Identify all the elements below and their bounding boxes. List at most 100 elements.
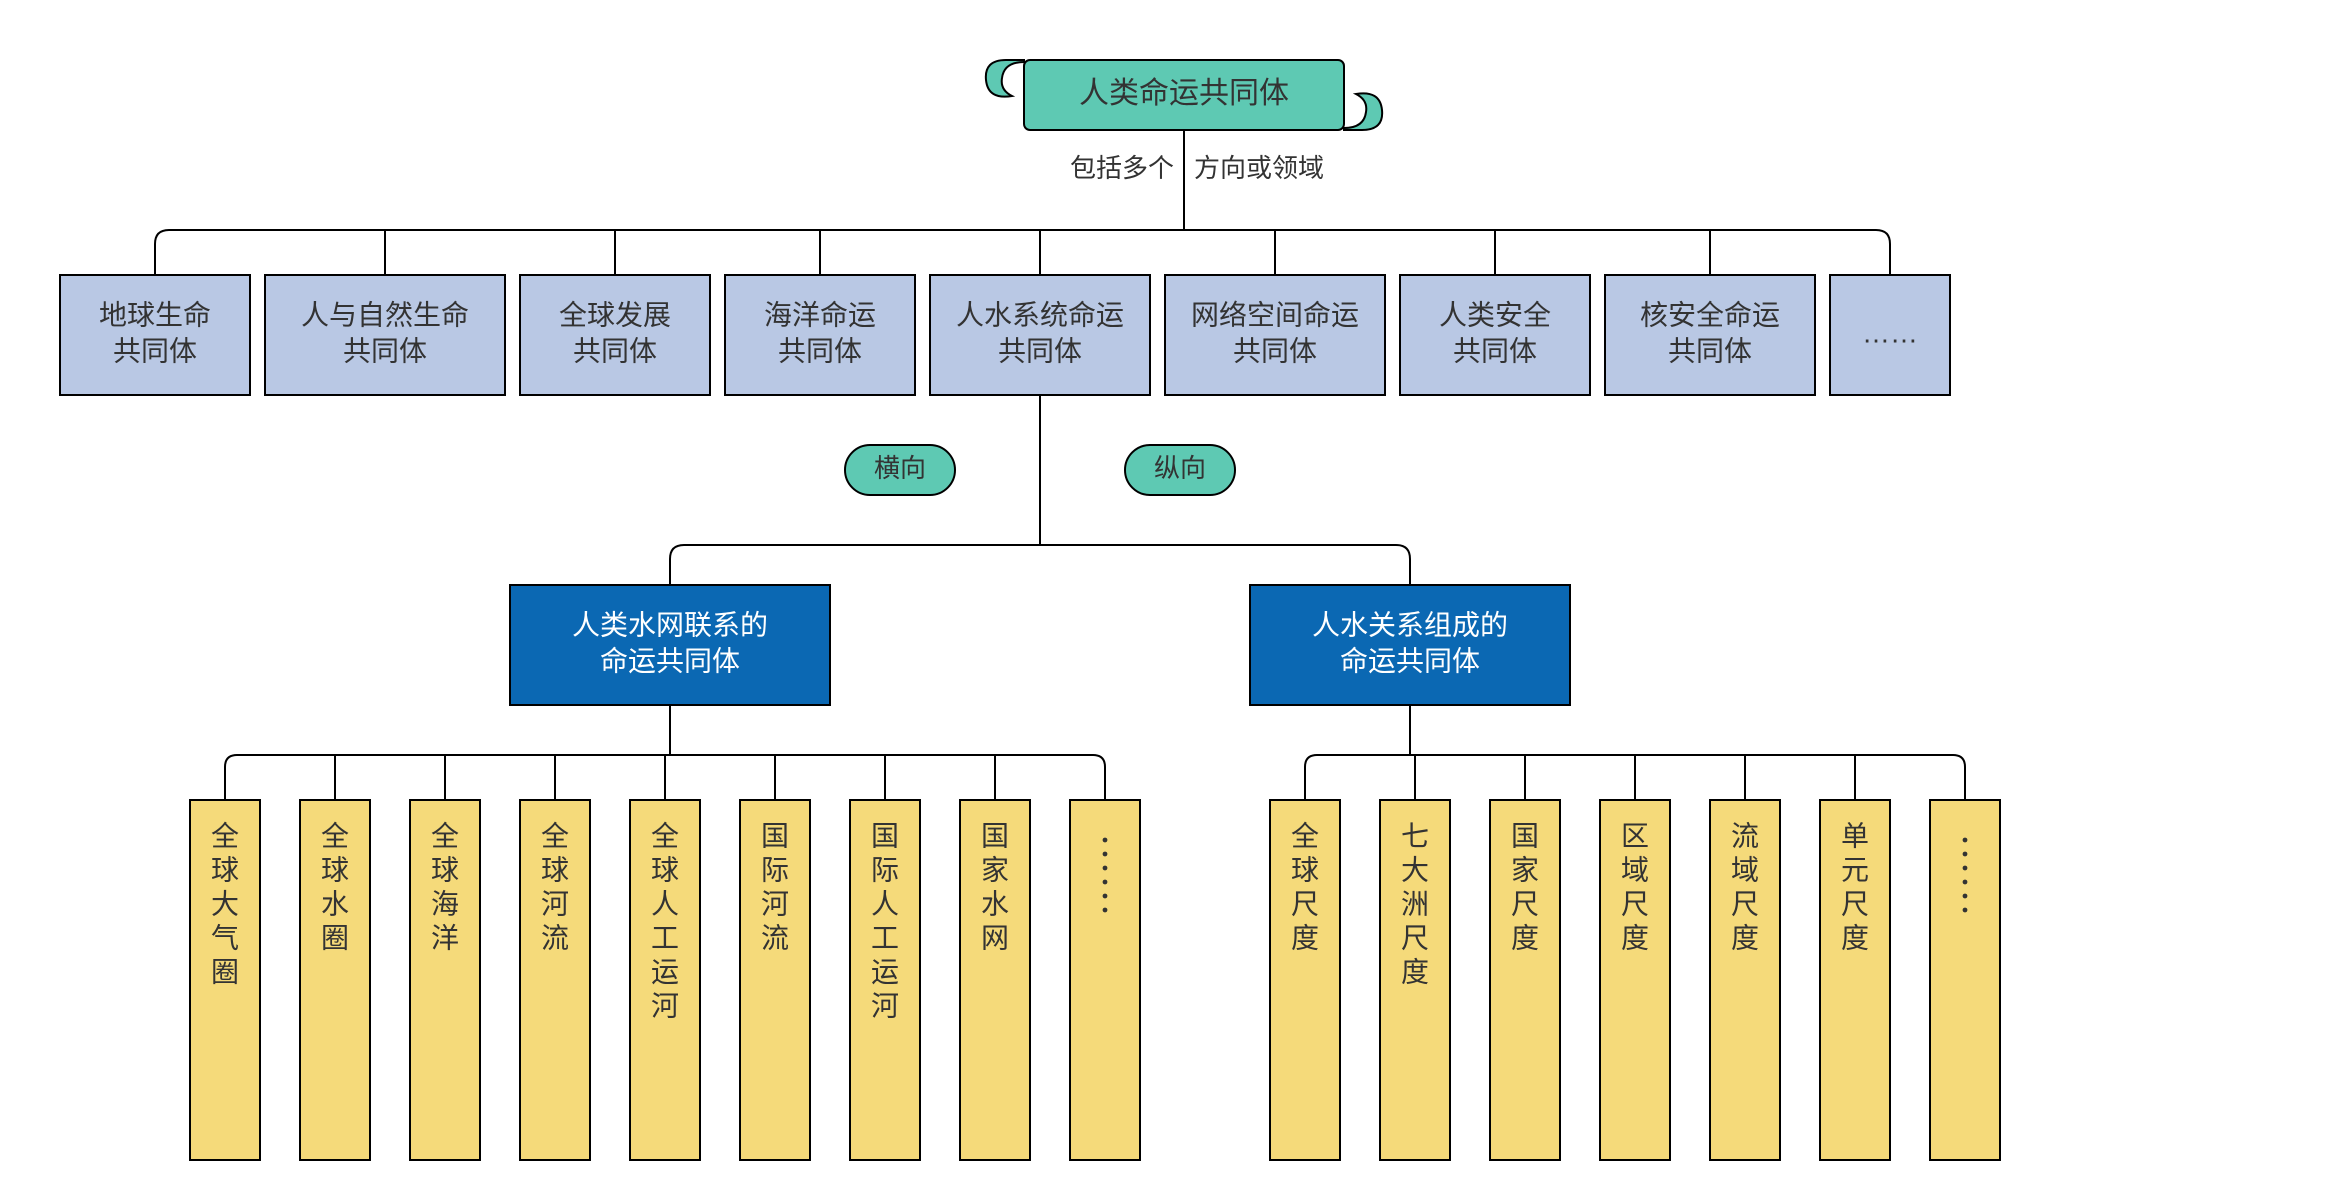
leaf-char: 全 <box>211 820 239 851</box>
leaf-char: 家 <box>981 854 1009 885</box>
leaf-char: 流 <box>761 922 789 953</box>
edge-label-right: 方向或领域 <box>1194 153 1324 183</box>
row1-label: …… <box>1862 317 1918 348</box>
ellipsis-dot-icon <box>1103 838 1108 843</box>
leaf-char: 流 <box>541 922 569 953</box>
direction-pill-label: 横向 <box>874 453 926 483</box>
leaf-char: 河 <box>651 990 679 1021</box>
leaf-char: 全 <box>1291 820 1319 851</box>
leaf-char: 球 <box>321 854 349 885</box>
leaf-char: 国 <box>981 820 1009 851</box>
leaf-char: 气 <box>211 922 239 953</box>
row1-label-line1: 地球生命 <box>99 299 211 330</box>
row1-label-line2: 共同体 <box>113 335 197 366</box>
leaf-char: 河 <box>761 888 789 919</box>
leaf-char: 单 <box>1841 820 1869 851</box>
leaf-char: 尺 <box>1621 888 1649 919</box>
row1-label-line1: 海洋命运 <box>764 299 876 330</box>
leaf-char: 河 <box>541 888 569 919</box>
leaf-char: 度 <box>1841 922 1869 953</box>
leaf-char: 度 <box>1401 956 1429 987</box>
leaf-char: 国 <box>761 820 789 851</box>
leaf-char: 球 <box>541 854 569 885</box>
blue-label-line2: 命运共同体 <box>1340 645 1480 676</box>
leaf-char: 运 <box>871 956 899 987</box>
leaf-char: 水 <box>981 888 1009 919</box>
ellipsis-dot-icon <box>1963 908 1968 913</box>
leaf-char: 域 <box>1731 854 1759 885</box>
leaf-char: 大 <box>211 888 239 919</box>
row1-label-line1: 人水系统命运 <box>956 299 1124 330</box>
leaf-char: 元 <box>1841 854 1869 885</box>
leaf-char: 工 <box>871 922 899 953</box>
row1-label-line2: 共同体 <box>1668 335 1752 366</box>
leaf-char: 网 <box>981 922 1009 953</box>
leaf-char: 洋 <box>431 922 459 953</box>
leaf-char: 工 <box>651 922 679 953</box>
leaf-char: 全 <box>321 820 349 851</box>
leaf-char: 人 <box>651 888 679 919</box>
row1-label-line2: 共同体 <box>573 335 657 366</box>
leaf-char: 人 <box>871 888 899 919</box>
leaf-char: 度 <box>1621 922 1649 953</box>
leaf-char: 球 <box>431 854 459 885</box>
leaf-char: 圈 <box>211 956 239 987</box>
scroll-curl-right-icon <box>1344 93 1382 130</box>
row1-label-line1: 人类安全 <box>1439 299 1551 330</box>
leaf-char: 域 <box>1621 854 1649 885</box>
row1-label-line1: 核安全命运 <box>1640 299 1780 330</box>
leaf-char: 全 <box>651 820 679 851</box>
blue-label-line1: 人类水网联系的 <box>572 609 768 640</box>
leaf-char: 家 <box>1511 854 1539 885</box>
leaf-char: 球 <box>1291 854 1319 885</box>
leaf-char: 球 <box>211 854 239 885</box>
leaf-char: 洲 <box>1401 888 1429 919</box>
leaf-char: 尺 <box>1841 888 1869 919</box>
leaf-char: 大 <box>1401 854 1429 885</box>
leaf-char: 河 <box>871 990 899 1021</box>
ellipsis-dot-icon <box>1103 866 1108 871</box>
row1-label-line2: 共同体 <box>343 335 427 366</box>
leaf-char: 水 <box>321 888 349 919</box>
leaf-char: 度 <box>1511 922 1539 953</box>
leaf-char: 海 <box>431 888 459 919</box>
leaf-char: 全 <box>541 820 569 851</box>
ellipsis-dot-icon <box>1963 838 1968 843</box>
blue-label-line1: 人水关系组成的 <box>1312 609 1508 640</box>
ellipsis-dot-icon <box>1103 852 1108 857</box>
leaf-char: 区 <box>1621 820 1649 851</box>
ellipsis-dot-icon <box>1103 880 1108 885</box>
row1-label-line1: 全球发展 <box>559 299 671 330</box>
leaf-char: 度 <box>1731 922 1759 953</box>
edge-label-left: 包括多个 <box>1070 153 1174 183</box>
leaf-char: 尺 <box>1291 888 1319 919</box>
row1-label-line2: 共同体 <box>1233 335 1317 366</box>
row1-label-line2: 共同体 <box>1453 335 1537 366</box>
row1-label-line2: 共同体 <box>998 335 1082 366</box>
row1-label-line2: 共同体 <box>778 335 862 366</box>
ellipsis-dot-icon <box>1103 908 1108 913</box>
leaf-char: 运 <box>651 956 679 987</box>
row1-label-line1: 人与自然生命 <box>301 299 469 330</box>
ellipsis-dot-icon <box>1963 852 1968 857</box>
direction-pill-label: 纵向 <box>1154 453 1206 483</box>
leaf-char: 七 <box>1401 820 1429 851</box>
leaf-char: 尺 <box>1731 888 1759 919</box>
leaf-char: 度 <box>1291 922 1319 953</box>
ellipsis-dot-icon <box>1103 894 1108 899</box>
ellipsis-dot-icon <box>1963 894 1968 899</box>
leaf-char: 圈 <box>321 922 349 953</box>
leaf-char: 国 <box>1511 820 1539 851</box>
leaf-char: 国 <box>871 820 899 851</box>
scroll-curl-left-icon <box>986 60 1024 97</box>
row1-label-line1: 网络空间命运 <box>1191 299 1359 330</box>
leaf-char: 全 <box>431 820 459 851</box>
ellipsis-dot-icon <box>1963 866 1968 871</box>
root-label: 人类命运共同体 <box>1079 77 1289 110</box>
leaf-char: 尺 <box>1401 922 1429 953</box>
ellipsis-dot-icon <box>1963 880 1968 885</box>
blue-label-line2: 命运共同体 <box>600 645 740 676</box>
leaf-char: 际 <box>871 854 899 885</box>
leaf-char: 球 <box>651 854 679 885</box>
leaf-char: 流 <box>1731 820 1759 851</box>
